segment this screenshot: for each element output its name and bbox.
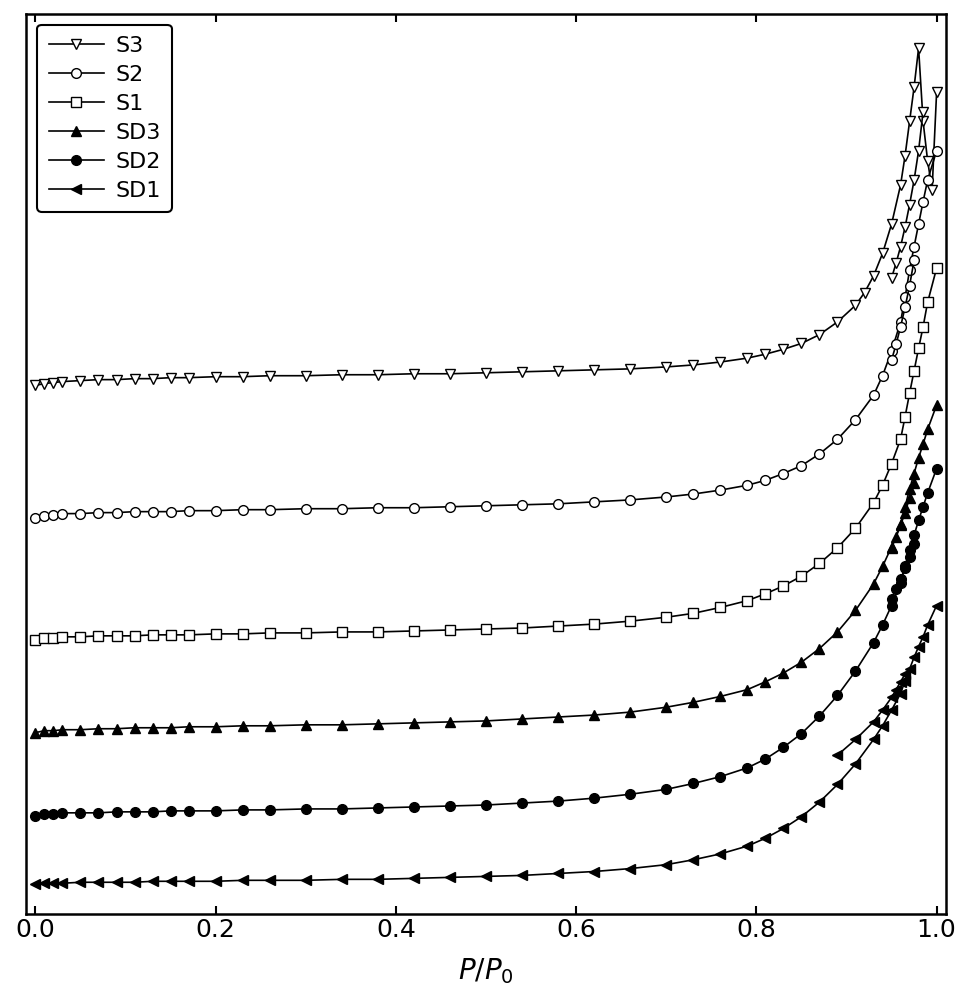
X-axis label: $P/P_0$: $P/P_0$ (458, 956, 514, 986)
Legend: S3, S2, S1, SD3, SD2, SD1: S3, S2, S1, SD3, SD2, SD1 (38, 25, 172, 212)
